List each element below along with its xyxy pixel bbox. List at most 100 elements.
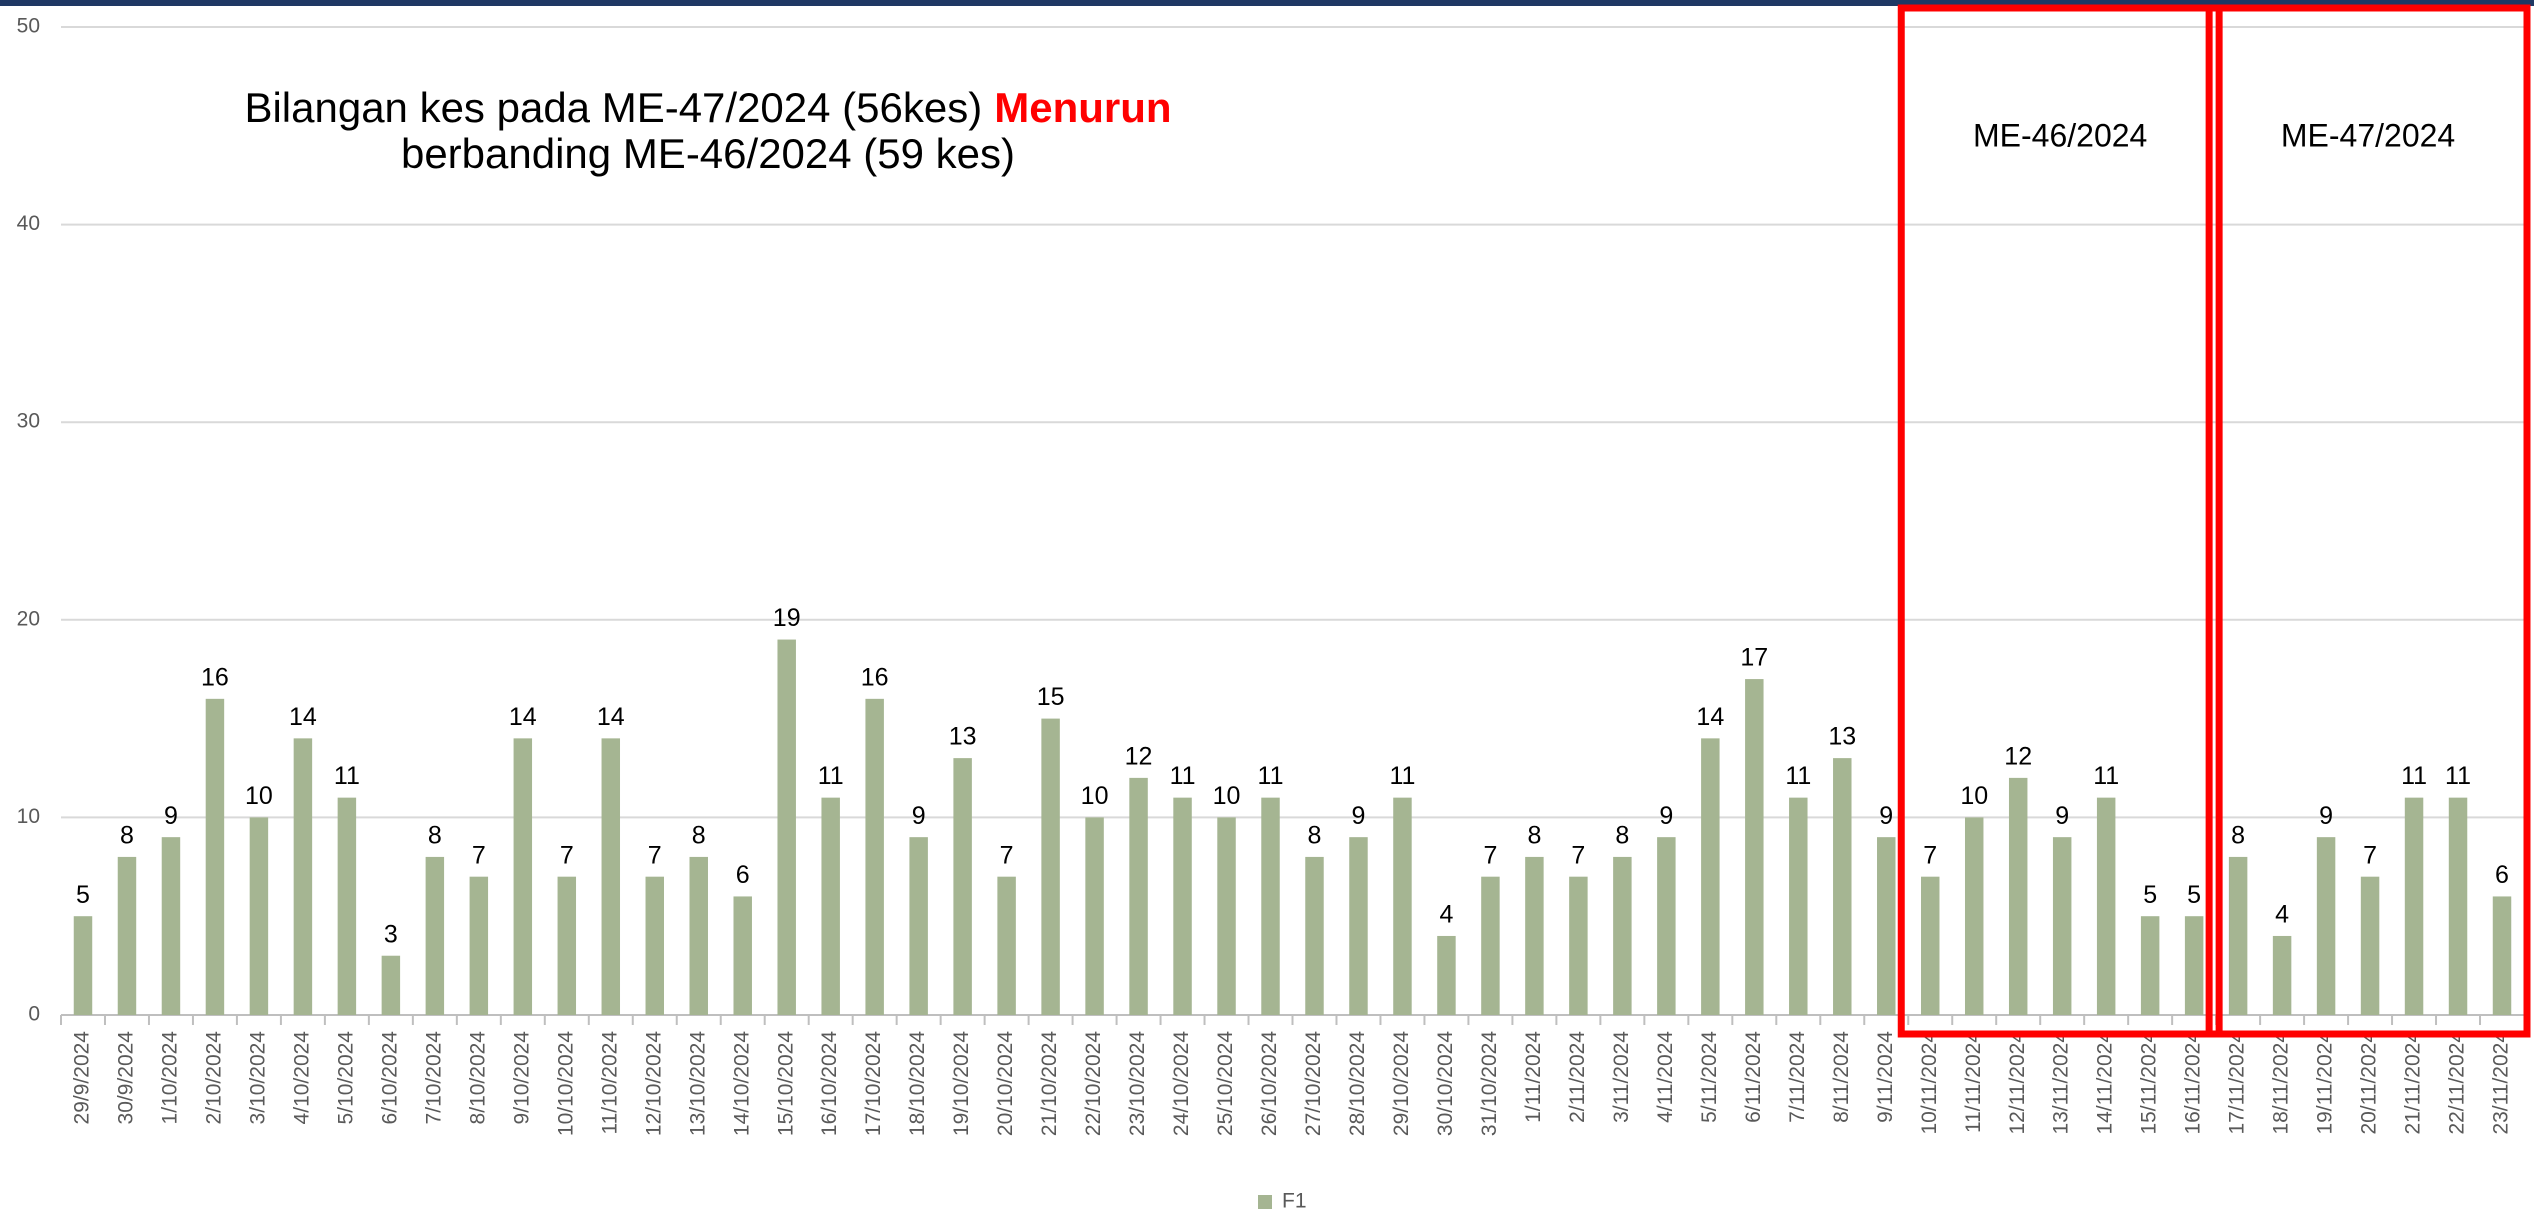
top-band xyxy=(0,0,2534,6)
value-label: 11 xyxy=(818,762,844,790)
value-label: 5 xyxy=(2143,881,2157,909)
value-label: 11 xyxy=(2093,762,2119,790)
value-label: 9 xyxy=(1879,802,1893,830)
bar xyxy=(1041,718,1060,1015)
bar xyxy=(1217,817,1236,1015)
legend-swatch xyxy=(1258,1195,1272,1209)
x-tick-label: 4/10/2024 xyxy=(290,1031,313,1125)
value-label: 3 xyxy=(384,920,398,948)
x-tick-label: 13/11/2024 xyxy=(2050,1031,2073,1135)
x-tick-label: 24/10/2024 xyxy=(1170,1031,1193,1136)
y-tick-label: 30 xyxy=(17,410,40,433)
chart-title: Bilangan kes pada ME-47/2024 (56kes) Menu… xyxy=(244,84,1171,131)
bar xyxy=(1745,679,1764,1015)
x-tick-label: 9/11/2024 xyxy=(1874,1031,1897,1123)
value-label: 8 xyxy=(428,822,442,850)
value-label: 10 xyxy=(1081,782,1109,810)
bar xyxy=(557,876,577,1015)
bar xyxy=(2008,777,2028,1015)
value-label: 11 xyxy=(1389,762,1415,790)
bar xyxy=(293,738,313,1015)
x-tick-label: 16/11/2024 xyxy=(2182,1031,2205,1135)
value-label: 8 xyxy=(1308,822,1322,850)
bar xyxy=(733,896,752,1015)
value-label: 14 xyxy=(509,703,537,731)
x-tick-label: 18/10/2024 xyxy=(906,1031,929,1136)
value-label: 15 xyxy=(1037,683,1065,711)
x-tick-label: 8/10/2024 xyxy=(466,1031,489,1125)
bar xyxy=(1393,797,1412,1015)
value-label: 10 xyxy=(245,782,273,810)
bar xyxy=(425,856,445,1015)
bar xyxy=(2360,876,2380,1015)
x-tick-label: 2/11/2024 xyxy=(1566,1031,1589,1123)
bar xyxy=(1833,758,1852,1015)
x-tick-label: 15/11/2024 xyxy=(2138,1031,2161,1135)
bar xyxy=(1481,876,1500,1015)
x-tick-label: 11/10/2024 xyxy=(598,1031,621,1135)
y-tick-label: 0 xyxy=(28,1003,40,1026)
value-label: 7 xyxy=(1923,841,1937,869)
value-label: 6 xyxy=(2495,861,2509,889)
x-tick-label: 21/11/2024 xyxy=(2402,1031,2425,1135)
bar xyxy=(2316,837,2336,1015)
x-tick-label: 11/11/2024 xyxy=(1962,1031,1985,1133)
y-tick-label: 10 xyxy=(17,805,40,828)
bar xyxy=(1964,817,1984,1015)
x-tick-label: 6/10/2024 xyxy=(378,1031,401,1125)
value-label: 8 xyxy=(692,822,706,850)
bar xyxy=(1305,856,1324,1015)
y-tick-label: 50 xyxy=(17,15,40,38)
value-label: 10 xyxy=(1960,782,1988,810)
value-label: 13 xyxy=(1828,723,1856,751)
bar xyxy=(1437,935,1456,1015)
value-label: 11 xyxy=(1258,762,1284,790)
x-tick-label: 3/11/2024 xyxy=(1610,1031,1633,1123)
bar xyxy=(997,876,1016,1015)
x-tick-label: 1/11/2024 xyxy=(1522,1031,1545,1123)
x-tick-label: 14/10/2024 xyxy=(730,1031,753,1136)
bar xyxy=(909,837,928,1015)
bar xyxy=(2052,837,2072,1015)
x-tick-label: 29/9/2024 xyxy=(71,1031,94,1125)
x-tick-label: 12/11/2024 xyxy=(2006,1031,2029,1135)
x-tick-label: 5/10/2024 xyxy=(334,1031,357,1125)
bar xyxy=(865,698,884,1015)
value-label: 7 xyxy=(472,841,486,869)
highlight-box xyxy=(2205,4,2531,1038)
value-label: 11 xyxy=(1170,762,1196,790)
bar xyxy=(2140,916,2160,1015)
bar xyxy=(1173,797,1192,1015)
y-tick-label: 40 xyxy=(17,212,40,235)
value-label: 7 xyxy=(648,841,662,869)
x-tick-label: 30/10/2024 xyxy=(1434,1031,1457,1136)
value-label: 5 xyxy=(76,881,90,909)
value-label: 9 xyxy=(2055,802,2069,830)
x-tick-label: 27/10/2024 xyxy=(1302,1031,1325,1136)
bar xyxy=(117,856,137,1015)
value-label: 6 xyxy=(736,861,750,889)
x-tick-label: 10/10/2024 xyxy=(554,1031,577,1136)
x-tick-label: 14/11/2024 xyxy=(2094,1031,2117,1135)
x-tick-label: 6/11/2024 xyxy=(1742,1031,1765,1123)
value-label: 4 xyxy=(1439,901,1453,929)
x-tick-label: 7/11/2024 xyxy=(1786,1031,1809,1123)
value-label: 9 xyxy=(164,802,178,830)
box-label: ME-47/2024 xyxy=(2281,117,2455,153)
value-label: 14 xyxy=(289,703,317,731)
bar xyxy=(513,738,533,1015)
x-tick-label: 5/11/2024 xyxy=(1698,1031,1721,1123)
value-label: 9 xyxy=(1659,802,1673,830)
bar xyxy=(205,698,225,1015)
value-label: 7 xyxy=(1483,841,1497,869)
x-tick-label: 21/10/2024 xyxy=(1038,1031,1061,1136)
bar xyxy=(1261,797,1280,1015)
x-tick-label: 1/10/2024 xyxy=(159,1031,182,1125)
x-tick-label: 10/11/2024 xyxy=(1918,1031,1941,1135)
x-tick-label: 22/10/2024 xyxy=(1082,1031,1105,1136)
bar xyxy=(249,817,269,1015)
value-label: 11 xyxy=(2445,762,2471,790)
bar xyxy=(381,955,401,1015)
bar xyxy=(469,876,489,1015)
value-label: 7 xyxy=(1571,841,1585,869)
